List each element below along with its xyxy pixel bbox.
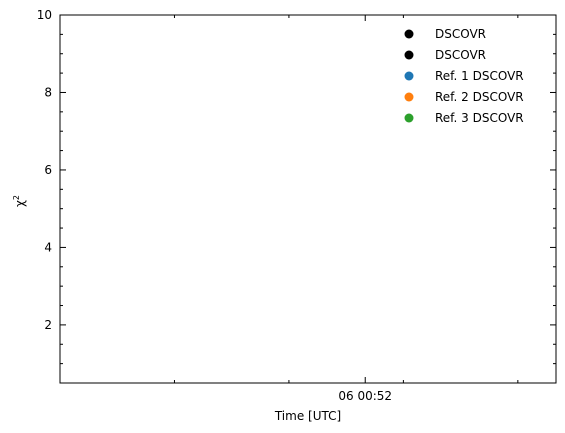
legend-label-4: Ref. 2 DSCOVR xyxy=(435,90,524,104)
y-axis-label-sup: 2 xyxy=(12,195,21,200)
legend-marker-4 xyxy=(404,92,414,102)
legend-label-3: Ref. 1 DSCOVR xyxy=(435,69,524,83)
y-tick-label: 8 xyxy=(44,85,52,99)
axis-ticks xyxy=(59,14,556,384)
plot-frame xyxy=(59,14,557,384)
legend-marker-3 xyxy=(404,71,414,81)
svg-text:χ2: χ2 xyxy=(12,195,27,207)
legend-marker-2 xyxy=(404,50,414,60)
y-tick-label: 6 xyxy=(44,163,52,177)
y-axis-label: χ2 xyxy=(12,195,27,207)
legend: DSCOVR DSCOVR Ref. 1 DSCOVR Ref. 2 DSCOVR Re… xyxy=(404,27,524,125)
legend-marker-1 xyxy=(404,29,414,39)
x-axis-label: Time [UTC] xyxy=(274,409,341,423)
legend-label-2: DSCOVR xyxy=(435,48,486,62)
legend-label-5: Ref. 3 DSCOVR xyxy=(435,111,524,125)
y-tick-label: 2 xyxy=(44,318,52,332)
legend-label-1: DSCOVR xyxy=(435,27,486,41)
y-tick-label: 10 xyxy=(37,8,52,22)
x-tick-label: 06 00:52 xyxy=(338,389,392,403)
y-axis-label-main: χ xyxy=(13,200,27,207)
y-tick-label: 4 xyxy=(44,240,52,254)
legend-marker-5 xyxy=(404,113,414,123)
tick-labels: 06 00:5206 01:0706 01:2206 01:3706 01:52… xyxy=(37,8,392,403)
